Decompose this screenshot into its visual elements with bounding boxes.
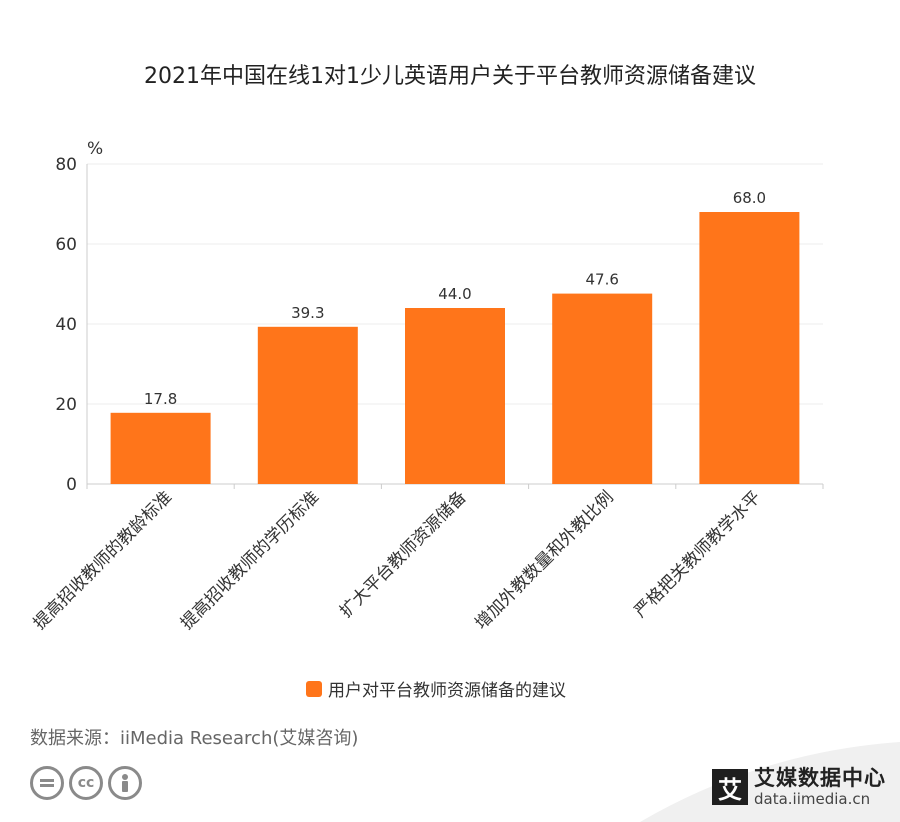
data-source: 数据来源：iiMedia Research(艾媒咨询) xyxy=(30,728,359,749)
chart-title: 2021年中国在线1对1少儿英语用户关于平台教师资源储备建议 xyxy=(144,64,756,89)
x-tick-label: 严格把关教师教学水平 xyxy=(631,487,765,621)
y-tick-label: 0 xyxy=(66,475,77,495)
x-tick-label: 扩大平台教师资源储备 xyxy=(336,487,470,621)
bar xyxy=(699,212,800,484)
footer-decoration xyxy=(640,742,900,822)
brand-name: 艾媒数据中心 xyxy=(754,766,886,790)
legend-label: 用户对平台教师资源储备的建议 xyxy=(328,681,566,701)
x-tick-label: 提高招收教师的学历标准 xyxy=(177,487,323,633)
brand-url: data.iimedia.cn xyxy=(754,790,871,808)
x-tick-label: 增加外教数量和外教比例 xyxy=(471,487,617,633)
x-tick-label: 提高招收教师的教龄标准 xyxy=(30,487,176,633)
data-label: 44.0 xyxy=(438,285,471,303)
legend-swatch xyxy=(306,680,322,697)
y-tick-label: 40 xyxy=(55,315,77,335)
legend: 用户对平台教师资源储备的建议 xyxy=(306,676,566,701)
bar xyxy=(110,412,211,484)
person-icon xyxy=(108,766,142,800)
bar xyxy=(257,326,358,484)
data-label: 17.8 xyxy=(144,390,177,408)
bar xyxy=(405,308,505,484)
y-tick-label: 60 xyxy=(55,235,77,255)
data-label: 68.0 xyxy=(733,189,766,207)
data-label: 39.3 xyxy=(291,304,324,322)
y-axis-unit: % xyxy=(87,139,103,159)
brand-mark: 艾 xyxy=(712,769,748,805)
equals-icon xyxy=(30,766,64,800)
brand-logo: 艾 艾媒数据中心 data.iimedia.cn xyxy=(712,766,886,808)
y-tick-label: 80 xyxy=(55,155,77,175)
bar-chart: 0 20 40 60 80% 17.8 提高招收教师的教龄标准 39.3 提高招收教师的学历标准… xyxy=(30,139,824,634)
data-label: 47.6 xyxy=(585,271,618,289)
y-tick-label: 20 xyxy=(55,395,77,415)
cc-icon: cc xyxy=(69,766,103,800)
license-icons: cc xyxy=(30,766,147,800)
bar xyxy=(552,293,653,484)
